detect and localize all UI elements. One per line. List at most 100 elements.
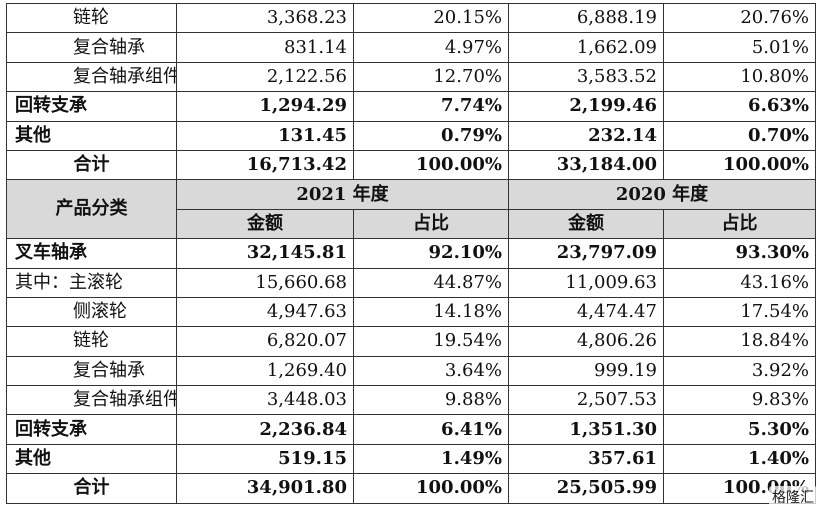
- table-row: 其他 131.45 0.79% 232.14 0.70%: [6, 120, 816, 151]
- ratio-2021: 92.10%: [353, 238, 509, 269]
- header-ratio-2021: 占比: [353, 208, 509, 240]
- amount-2021: 32,145.81: [176, 238, 354, 269]
- bottom-section: 叉车轴承 32,145.81 92.10% 23,797.09 93.30% 其中：主滚轮…: [6, 238, 816, 504]
- table-row: 复合轴承 1,269.40 3.64% 999.19 3.92%: [6, 355, 816, 387]
- ratio-2021: 100.00%: [353, 149, 509, 181]
- ratio-2021: 14.18%: [353, 296, 509, 328]
- row-label: 复合轴承: [6, 355, 177, 387]
- ratio-2020: 43.16%: [663, 267, 816, 298]
- amount-2021: 831.14: [176, 32, 354, 63]
- table-row: 复合轴承组件 2,122.56 12.70% 3,583.52 10.80%: [6, 61, 816, 93]
- revenue-table: 链轮 3,368.23 20.15% 6,888.19 20.76% 复合轴承 831.14…: [6, 2, 816, 504]
- amount-2020: 23,797.09: [508, 238, 664, 269]
- amount-2021: 1,294.29: [176, 91, 354, 122]
- ratio-2020: 18.84%: [663, 326, 816, 357]
- ratio-2021: 6.41%: [353, 414, 509, 445]
- table-row: 其中：主滚轮 15,660.68 44.87% 11,009.63 43.16%: [6, 267, 816, 298]
- table-row: 链轮 6,820.07 19.54% 4,806.26 18.84%: [6, 326, 816, 357]
- row-label: 其他: [6, 120, 177, 151]
- row-label: 复合轴承: [6, 32, 177, 63]
- ratio-2020: 5.30%: [663, 414, 816, 445]
- ratio-2020: 17.54%: [663, 296, 816, 328]
- amount-2020: 999.19: [508, 355, 664, 387]
- ratio-2021: 3.64%: [353, 355, 509, 387]
- ratio-2020: 10.80%: [663, 61, 816, 93]
- row-label: 回转支承: [6, 414, 177, 445]
- table-row: 侧滚轮 4,947.63 14.18% 4,474.47 17.54%: [6, 296, 816, 328]
- amount-2021: 519.15: [176, 443, 354, 475]
- row-label: 复合轴承组件: [6, 385, 177, 416]
- header-row-years: 产品分类 2021 年度 2020 年度: [6, 179, 816, 240]
- ratio-2021: 20.15%: [353, 2, 509, 34]
- row-label: 链轮: [6, 326, 177, 357]
- amount-2020: 1,351.30: [508, 414, 664, 445]
- amount-2021: 3,448.03: [176, 385, 354, 416]
- amount-2021: 34,901.80: [176, 473, 354, 504]
- table-row: 链轮 3,368.23 20.15% 6,888.19 20.76%: [6, 2, 816, 34]
- header-year-2020: 2020 年度: [508, 179, 816, 210]
- row-label: 复合轴承组件: [6, 61, 177, 93]
- header-category: 产品分类: [6, 179, 177, 240]
- ratio-2021: 4.97%: [353, 32, 509, 63]
- ratio-2021: 12.70%: [353, 61, 509, 93]
- row-label: 回转支承: [6, 91, 177, 122]
- ratio-2020: 1.40%: [663, 443, 816, 475]
- table-row: 回转支承 2,236.84 6.41% 1,351.30 5.30%: [6, 414, 816, 445]
- header-row-columns: 金额 占比 金额 占比: [7, 208, 816, 240]
- amount-2021: 1,269.40: [176, 355, 354, 387]
- amount-2020: 6,888.19: [508, 2, 664, 34]
- row-label: 叉车轴承: [6, 238, 177, 269]
- ratio-2021: 44.87%: [353, 267, 509, 298]
- row-label: 合计: [6, 149, 177, 181]
- ratio-2021: 19.54%: [353, 326, 509, 357]
- amount-2021: 3,368.23: [176, 2, 354, 34]
- ratio-2020: 3.92%: [663, 355, 816, 387]
- table-row: 叉车轴承 32,145.81 92.10% 23,797.09 93.30%: [6, 238, 816, 269]
- ratio-2020: 5.01%: [663, 32, 816, 63]
- amount-2020: 33,184.00: [508, 149, 664, 181]
- row-label: 其中：主滚轮: [6, 267, 177, 298]
- amount-2020: 1,662.09: [508, 32, 664, 63]
- header-amount-2020: 金额: [508, 208, 664, 240]
- watermark-logo: 格隆汇: [769, 486, 817, 508]
- amount-2020: 2,507.53: [508, 385, 664, 416]
- ratio-2020: 93.30%: [663, 238, 816, 269]
- row-label: 链轮: [6, 2, 177, 34]
- ratio-2021: 9.88%: [353, 385, 509, 416]
- top-section: 链轮 3,368.23 20.15% 6,888.19 20.76% 复合轴承 831.14…: [6, 2, 816, 181]
- table-row: 复合轴承 831.14 4.97% 1,662.09 5.01%: [6, 32, 816, 63]
- amount-2021: 6,820.07: [176, 326, 354, 357]
- row-label: 侧滚轮: [6, 296, 177, 328]
- table-row: 复合轴承组件 3,448.03 9.88% 2,507.53 9.83%: [6, 385, 816, 416]
- amount-2020: 357.61: [508, 443, 664, 475]
- ratio-2021: 0.79%: [353, 120, 509, 151]
- header-year-2021: 2021 年度: [176, 179, 509, 210]
- ratio-2021: 1.49%: [353, 443, 509, 475]
- amount-2020: 3,583.52: [508, 61, 664, 93]
- amount-2021: 2,236.84: [176, 414, 354, 445]
- ratio-2020: 100.00%: [663, 149, 816, 181]
- header-ratio-2020: 占比: [663, 208, 816, 240]
- ratio-2020: 20.76%: [663, 2, 816, 34]
- amount-2020: 232.14: [508, 120, 664, 151]
- header-section: 产品分类 2021 年度 2020 年度 金额 占比 金额 占比: [6, 179, 816, 240]
- amount-2020: 11,009.63: [508, 267, 664, 298]
- ratio-2020: 6.63%: [663, 91, 816, 122]
- amount-2021: 16,713.42: [176, 149, 354, 181]
- row-label: 其他: [6, 443, 177, 475]
- table-row: 回转支承 1,294.29 7.74% 2,199.46 6.63%: [6, 91, 816, 122]
- amount-2020: 25,505.99: [508, 473, 664, 504]
- amount-2020: 4,474.47: [508, 296, 664, 328]
- ratio-2020: 9.83%: [663, 385, 816, 416]
- row-label: 合计: [6, 473, 177, 504]
- table-row: 合计 16,713.42 100.00% 33,184.00 100.00%: [6, 149, 816, 181]
- amount-2021: 15,660.68: [176, 267, 354, 298]
- table-row: 其他 519.15 1.49% 357.61 1.40%: [6, 443, 816, 475]
- amount-2021: 4,947.63: [176, 296, 354, 328]
- amount-2020: 2,199.46: [508, 91, 664, 122]
- ratio-2020: 0.70%: [663, 120, 816, 151]
- header-amount-2021: 金额: [176, 208, 354, 240]
- amount-2021: 2,122.56: [176, 61, 354, 93]
- ratio-2021: 100.00%: [353, 473, 509, 504]
- table-row: 合计 34,901.80 100.00% 25,505.99 100.00%: [6, 473, 816, 504]
